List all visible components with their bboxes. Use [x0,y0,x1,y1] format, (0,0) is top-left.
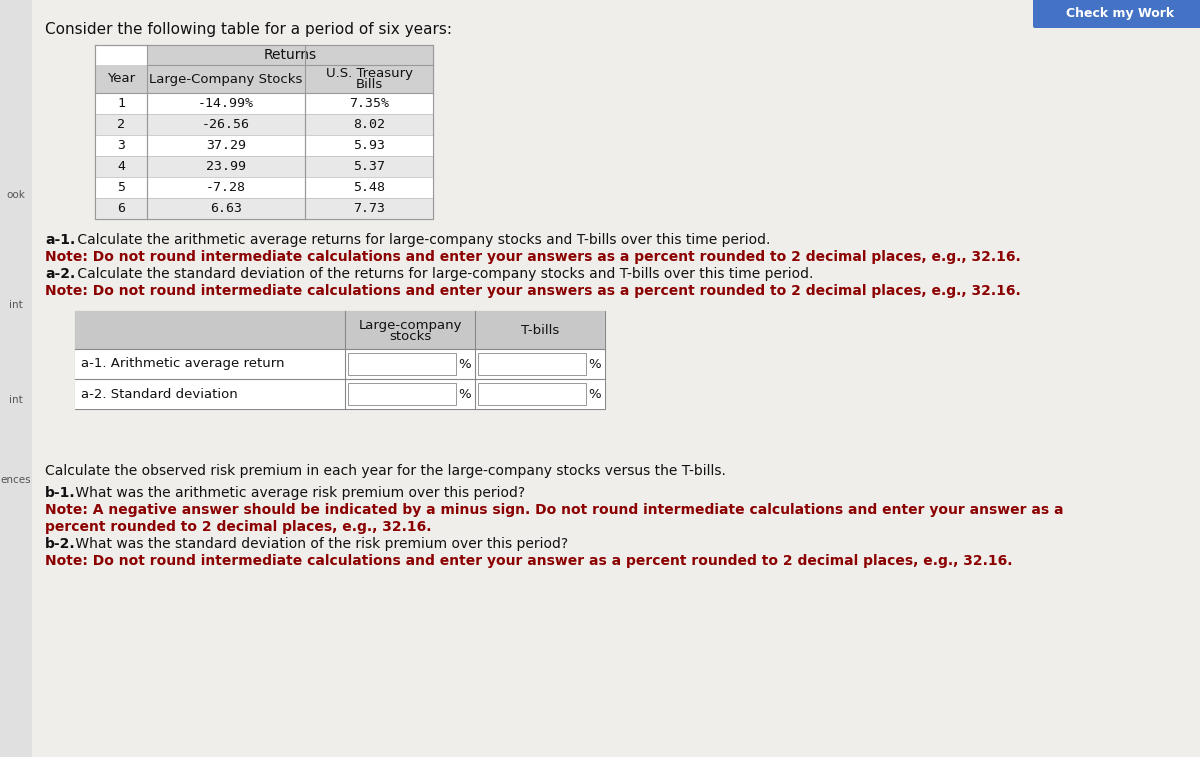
Text: 7.73: 7.73 [353,202,385,215]
Bar [478,383,586,405]
Text: ences: ences [1,475,31,485]
Bar [74,311,605,409]
Bar [148,45,433,65]
Text: Bills: Bills [355,79,383,92]
Text: Calculate the observed risk premium in each year for the large-company stocks ve: Calculate the observed risk premium in e… [46,464,726,478]
Text: 37.29: 37.29 [206,139,246,152]
Text: a-2.: a-2. [46,267,76,281]
Text: 3: 3 [118,139,125,152]
Text: 4: 4 [118,160,125,173]
Text: -7.28: -7.28 [206,181,246,194]
Text: Returns: Returns [264,48,317,62]
Text: Consider the following table for a period of six years:: Consider the following table for a perio… [46,22,452,37]
Text: %: % [458,357,470,370]
Text: %: % [588,357,601,370]
Text: Note: A negative answer should be indicated by a minus sign. Do not round interm: Note: A negative answer should be indica… [46,503,1063,517]
Bar [478,353,586,375]
Text: 6: 6 [118,202,125,215]
Bar [95,198,433,219]
FancyBboxPatch shape [1033,0,1200,28]
Bar [95,156,433,177]
Text: What was the standard deviation of the risk premium over this period?: What was the standard deviation of the r… [71,537,568,551]
Text: -14.99%: -14.99% [198,97,254,110]
Text: %: % [458,388,470,400]
Text: int: int [10,395,23,405]
Text: Note: Do not round intermediate calculations and enter your answers as a percent: Note: Do not round intermediate calculat… [46,284,1021,298]
Text: What was the arithmetic average risk premium over this period?: What was the arithmetic average risk pre… [71,486,526,500]
Text: U.S. Treasury: U.S. Treasury [325,67,413,79]
Text: Check my Work: Check my Work [1066,7,1174,20]
Text: 2: 2 [118,118,125,131]
Text: Large-company: Large-company [359,319,462,332]
Text: a-1. Arithmetic average return: a-1. Arithmetic average return [82,357,284,370]
Text: b-2.: b-2. [46,537,76,551]
Bar [74,379,605,409]
Text: Large-Company Stocks: Large-Company Stocks [149,73,302,86]
Text: -26.56: -26.56 [202,118,250,131]
Text: Calculate the arithmetic average returns for large-company stocks and T-bills ov: Calculate the arithmetic average returns… [73,233,770,247]
Text: 7.35%: 7.35% [349,97,389,110]
Text: Note: Do not round intermediate calculations and enter your answers as a percent: Note: Do not round intermediate calculat… [46,250,1021,264]
Bar [95,93,433,114]
Bar [95,114,433,135]
Text: 1: 1 [118,97,125,110]
Bar [0,0,32,757]
Bar [74,311,605,349]
Text: percent rounded to 2 decimal places, e.g., 32.16.: percent rounded to 2 decimal places, e.g… [46,520,432,534]
Text: Year: Year [107,73,136,86]
Text: 8.02: 8.02 [353,118,385,131]
Text: 23.99: 23.99 [206,160,246,173]
Text: T-bills: T-bills [521,323,559,337]
Text: int: int [10,300,23,310]
Text: Note: Do not round intermediate calculations and enter your answer as a percent : Note: Do not round intermediate calculat… [46,554,1013,568]
Bar [95,65,433,93]
Text: b-1.: b-1. [46,486,76,500]
Text: 6.63: 6.63 [210,202,242,215]
Bar [348,353,456,375]
Bar [95,45,433,219]
Text: 5.93: 5.93 [353,139,385,152]
Text: Calculate the standard deviation of the returns for large-company stocks and T-b: Calculate the standard deviation of the … [73,267,814,281]
Text: a-1.: a-1. [46,233,76,247]
Bar [348,383,456,405]
Text: 5.37: 5.37 [353,160,385,173]
Bar [95,177,433,198]
Bar [74,349,605,379]
Bar [95,135,433,156]
Text: %: % [588,388,601,400]
Text: 5.48: 5.48 [353,181,385,194]
Text: a-2. Standard deviation: a-2. Standard deviation [82,388,238,400]
Text: 5: 5 [118,181,125,194]
Text: ook: ook [6,190,25,200]
Text: stocks: stocks [389,331,431,344]
